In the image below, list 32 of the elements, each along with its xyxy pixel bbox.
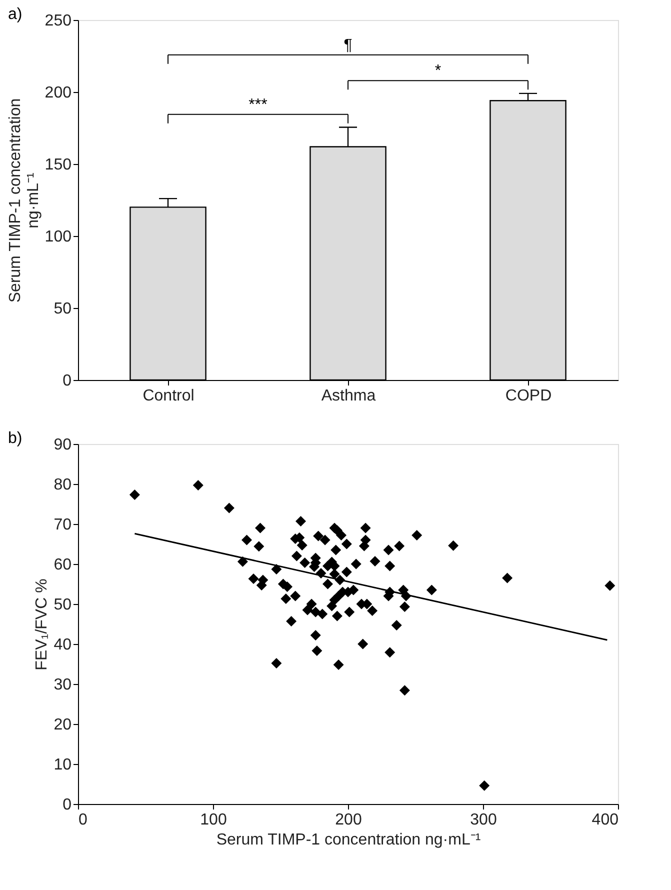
y-tick-label: 60 <box>54 556 72 574</box>
x-tick-label: 100 <box>200 812 227 828</box>
x-tick-label: COPD <box>505 388 552 404</box>
y-tick-label: 50 <box>54 300 72 318</box>
x-tick-label: 400 <box>592 812 619 828</box>
x-tick-label: Control <box>142 388 194 404</box>
y-tick-label: 200 <box>44 84 72 102</box>
y-axis-title: FEV₁/FVC % <box>34 578 51 670</box>
y-tick-label: 90 <box>54 436 72 454</box>
x-axis-title: Serum TIMP-1 concentration ng·mL⁻¹ <box>216 832 481 848</box>
annotation: ¶ <box>344 36 352 54</box>
y-tick-label: 100 <box>44 228 72 246</box>
x-tick-label: 200 <box>335 812 362 828</box>
y-tick-label: 250 <box>44 12 72 30</box>
x-tick-label: 0 <box>78 812 88 828</box>
y-tick-label: 50 <box>54 596 72 614</box>
chart-title: b) <box>8 430 22 447</box>
y-axis-title: Serum TIMP-1 concentration ng·mL⁻¹ <box>6 98 42 303</box>
y-tick-label: 0 <box>62 372 72 390</box>
y-tick-label: 30 <box>54 676 72 694</box>
y-tick-label: 150 <box>44 156 72 174</box>
y-tick-label: 40 <box>54 636 72 654</box>
x-tick-label: 300 <box>470 812 497 828</box>
x-tick-label: Asthma <box>321 388 376 404</box>
y-tick-label: 20 <box>54 716 72 734</box>
y-tick-label: 10 <box>54 756 72 774</box>
y-tick-label: 80 <box>54 476 72 494</box>
chart-title: a) <box>8 6 22 23</box>
y-tick-label: 70 <box>54 516 72 534</box>
annotation: * <box>434 62 442 80</box>
annotation: *** <box>248 96 268 114</box>
y-tick-label: 0 <box>62 796 72 814</box>
